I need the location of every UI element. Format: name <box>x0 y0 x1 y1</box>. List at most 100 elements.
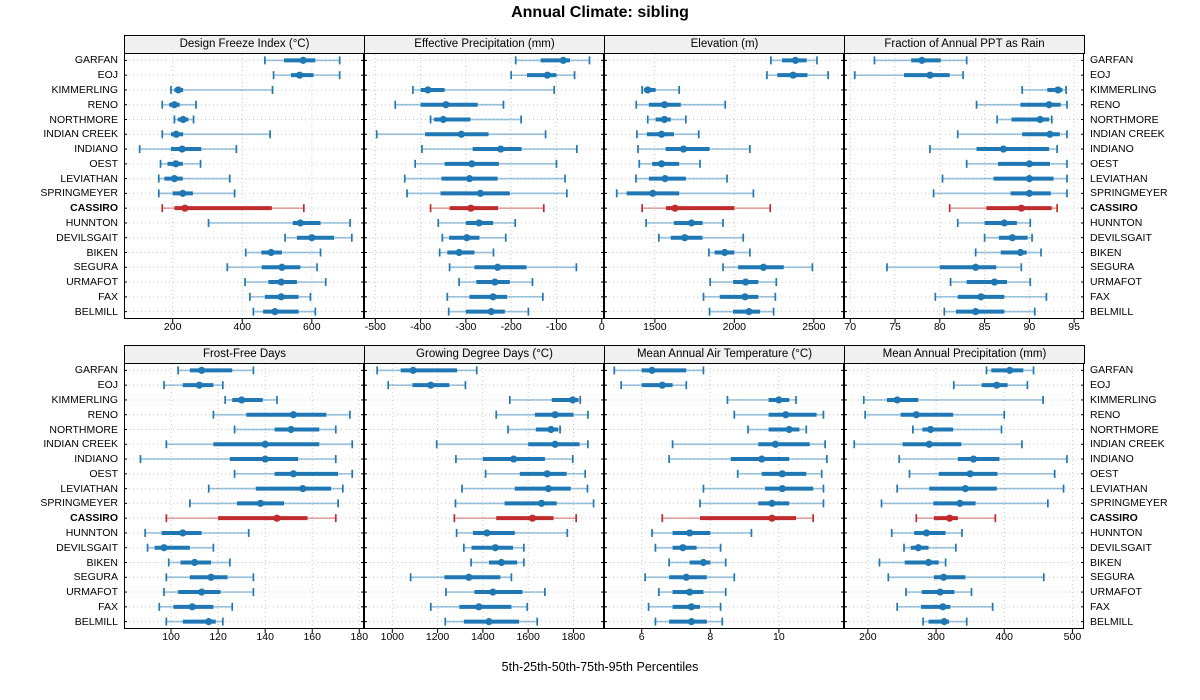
percentile-row-indiano <box>637 145 751 154</box>
percentile-row-segura <box>165 573 255 582</box>
percentile-row-oest <box>233 469 354 478</box>
median-dot <box>768 514 776 522</box>
percentile-row-eoj <box>272 71 341 80</box>
median-dot <box>977 293 985 301</box>
station-label-right-leviathan: LEVIATHAN <box>1090 172 1148 185</box>
median-dot <box>969 455 978 463</box>
percentile-row-kimmerling <box>1021 85 1067 94</box>
median-dot <box>768 499 776 507</box>
median-dot <box>741 293 749 301</box>
percentile-row-cassiro <box>661 514 814 523</box>
median-dot <box>1016 248 1025 257</box>
percentile-row-leviathan <box>461 484 589 493</box>
median-dot <box>912 411 920 419</box>
median-dot <box>893 396 901 404</box>
percentile-row-fax <box>647 602 722 611</box>
axis-tick-label: -500 <box>364 321 386 333</box>
percentile-row-cassiro <box>161 204 305 213</box>
median-dot <box>544 485 552 493</box>
percentile-row-northmore <box>912 425 1003 434</box>
percentile-row-fax <box>158 602 234 611</box>
plot-mean-precipitation <box>844 363 1084 633</box>
median-dot <box>771 440 780 448</box>
median-dot <box>160 544 168 552</box>
panel-border <box>604 363 844 629</box>
median-dot <box>1036 115 1044 124</box>
percentile-row-segura <box>887 573 1045 582</box>
median-dot <box>657 160 666 168</box>
median-dot <box>261 455 269 463</box>
axis-tick-label: 400 <box>233 321 252 333</box>
median-dot <box>172 160 180 168</box>
axis-tick-label: 1500 <box>643 321 667 333</box>
percentile-row-leviathan <box>702 484 825 493</box>
percentile-row-leviathan <box>403 174 566 183</box>
percentile-row-leviathan <box>157 174 231 183</box>
station-label-right-belmill: BELMILL <box>1090 615 1134 628</box>
percentile-row-garfan <box>514 56 591 65</box>
panel-border <box>364 53 604 319</box>
station-label-right-springmeyer: SPRINGMEYER <box>1090 497 1168 510</box>
station-label-left-cassiro: CASSIRO <box>70 512 118 525</box>
station-label-right-reno: RENO <box>1090 98 1121 111</box>
median-dot <box>465 175 474 183</box>
median-dot <box>510 455 518 463</box>
station-label-right-kimmerling: KIMMERLING <box>1090 83 1157 96</box>
station-label-right-indiano: INDIANO <box>1090 453 1134 466</box>
percentile-row-garfan <box>770 56 818 65</box>
percentile-row-kimmerling <box>170 85 274 94</box>
percentile-row-biken <box>438 248 495 257</box>
median-dot <box>778 470 786 478</box>
percentile-row-fax <box>429 602 529 611</box>
percentile-row-indiano <box>139 455 337 464</box>
percentile-row-devilsgait <box>657 233 745 242</box>
panel-border <box>124 363 364 629</box>
percentile-row-indian-creek <box>671 440 826 449</box>
median-dot <box>999 145 1008 153</box>
median-dot <box>1008 234 1016 242</box>
station-label-left-segura: SEGURA <box>73 261 118 274</box>
median-dot <box>925 440 933 448</box>
percentile-row-cassiro <box>915 514 997 523</box>
percentile-row-devilsgait <box>146 543 215 552</box>
plot-effective-precipitation <box>364 53 604 323</box>
station-label-left-kimmerling: KIMMERLING <box>51 393 118 406</box>
axis-tick-label: 2000 <box>722 321 747 333</box>
median-dot <box>660 101 669 109</box>
percentile-row-devilsgait <box>462 543 525 552</box>
percentile-row-northmore <box>507 425 561 434</box>
median-dot <box>489 293 497 301</box>
axis-tick-label: 95 <box>1068 321 1080 333</box>
panel-border <box>364 363 604 629</box>
median-dot <box>785 425 793 434</box>
median-dot <box>277 293 285 301</box>
percentile-row-reno <box>864 410 1006 419</box>
median-dot <box>179 189 187 197</box>
percentile-row-fax <box>934 292 1048 301</box>
median-dot <box>782 411 790 419</box>
median-dot <box>207 573 215 581</box>
median-dot <box>547 425 555 434</box>
percentile-row-leviathan <box>207 484 344 493</box>
station-label-left-urmafot: URMAFOT <box>66 586 118 599</box>
axis-tick-label: 8 <box>707 631 714 643</box>
percentile-row-cassiro <box>429 204 545 213</box>
median-dot <box>170 175 179 183</box>
median-dot <box>487 308 495 316</box>
percentile-row-biken <box>974 248 1042 257</box>
median-dot <box>1025 160 1033 168</box>
median-dot <box>442 101 450 109</box>
median-dot <box>475 603 483 611</box>
median-dot <box>465 573 473 581</box>
panel-header-mean-air-temperature: Mean Annual Air Temperature (°C) <box>604 345 845 364</box>
percentile-row-belmill <box>447 307 530 316</box>
percentile-row-cassiro <box>641 204 772 213</box>
median-dot <box>926 425 935 434</box>
station-label-right-reno: RENO <box>1090 408 1121 421</box>
median-dot <box>742 278 750 286</box>
median-dot <box>485 618 493 626</box>
percentile-row-eoj <box>620 381 688 390</box>
percentile-row-northmore <box>996 115 1053 124</box>
percentile-row-springmeyer <box>406 189 568 198</box>
axis-tick-label: 160 <box>303 631 321 643</box>
